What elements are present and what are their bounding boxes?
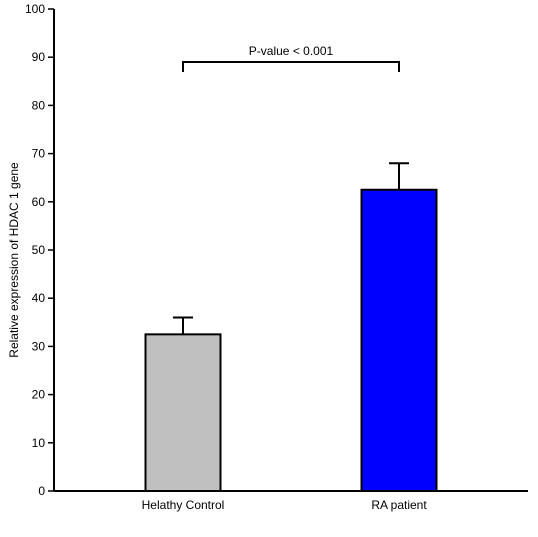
y-tick-label: 20 bbox=[32, 388, 46, 402]
y-tick-label: 60 bbox=[32, 195, 46, 209]
y-tick-label: 10 bbox=[32, 436, 46, 450]
bar-healthy-control bbox=[144, 333, 222, 492]
significance-label: P-value < 0.001 bbox=[249, 44, 334, 58]
bar-ra-patient bbox=[360, 188, 438, 492]
y-tick-label: 30 bbox=[32, 339, 46, 353]
y-tick-label: 70 bbox=[32, 147, 46, 161]
y-tick-label: 80 bbox=[32, 98, 46, 112]
y-axis-title: Relative expression of HDAC 1 gene bbox=[7, 162, 21, 358]
x-axis: Helathy Control RA patient bbox=[54, 490, 528, 512]
y-tick-label: 0 bbox=[38, 484, 45, 498]
significance-annotation: P-value < 0.001 bbox=[182, 44, 400, 73]
x-tick-label: Helathy Control bbox=[142, 498, 225, 512]
y-axis: 0 10 20 30 40 50 60 70 80 90 100 bbox=[25, 2, 55, 498]
y-tick-label: 40 bbox=[32, 291, 46, 305]
y-tick-label: 90 bbox=[32, 50, 46, 64]
y-tick-label: 50 bbox=[32, 243, 46, 257]
x-tick-label: RA patient bbox=[371, 498, 427, 512]
bars bbox=[144, 188, 438, 492]
y-tick-label: 100 bbox=[25, 2, 45, 16]
significance-bracket bbox=[182, 61, 400, 73]
error-bars bbox=[173, 162, 409, 335]
